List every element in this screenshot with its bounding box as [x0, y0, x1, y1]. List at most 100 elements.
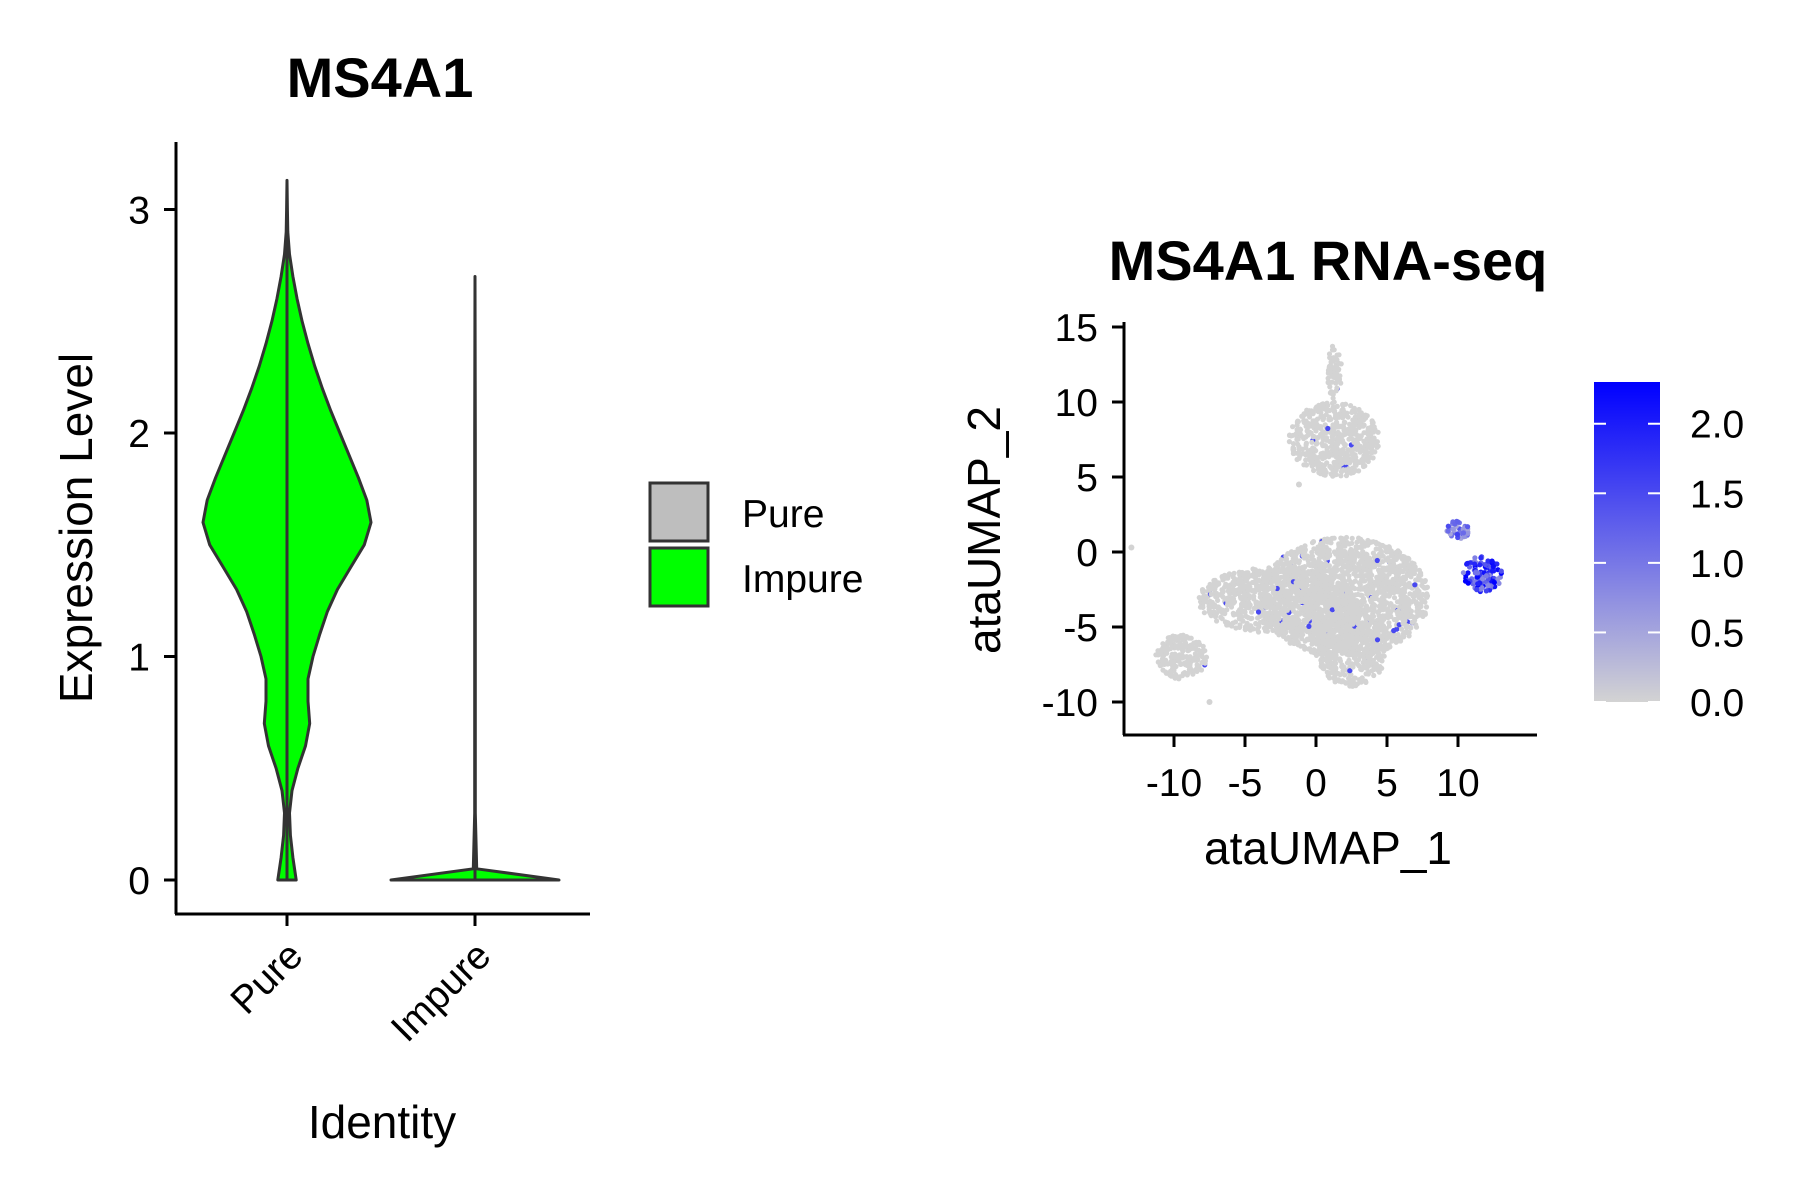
umap-point — [1404, 555, 1410, 561]
umap-point — [1255, 609, 1262, 615]
umap-point — [1465, 570, 1471, 576]
umap-point — [1387, 601, 1393, 608]
umap-point — [1231, 570, 1237, 576]
umap-point — [1290, 441, 1297, 447]
umap-point — [1360, 578, 1366, 584]
umap-point — [1403, 611, 1409, 617]
umap-point — [1321, 650, 1327, 656]
umap-point — [1338, 613, 1344, 620]
umap-point — [1301, 590, 1307, 597]
umap-point — [1283, 556, 1289, 562]
umap-point — [1362, 463, 1368, 469]
umap-point — [1299, 606, 1305, 612]
umap-point — [1333, 551, 1339, 557]
umap-point — [1326, 417, 1333, 423]
umap-point — [1472, 561, 1478, 567]
umap-point — [1252, 588, 1258, 594]
umap-point — [1317, 647, 1323, 653]
umap-point — [1332, 584, 1339, 590]
umap-point — [1350, 621, 1356, 627]
umap-point — [1314, 604, 1320, 610]
umap-point — [1333, 573, 1339, 579]
umap-point — [1371, 590, 1377, 596]
umap-point — [1155, 652, 1161, 658]
umap-point — [1324, 407, 1330, 414]
umap-point — [1261, 597, 1267, 604]
umap-point — [1368, 424, 1374, 430]
umap-point — [1339, 664, 1345, 670]
umap-point — [1295, 566, 1301, 572]
umap-point — [1233, 625, 1239, 631]
umap-point — [1320, 640, 1326, 646]
umap-point — [1391, 595, 1398, 601]
umap-point — [1251, 596, 1257, 602]
umap-point — [1336, 545, 1342, 551]
umap-point — [1327, 429, 1333, 435]
umap-point — [1334, 385, 1340, 391]
umap-point — [1193, 639, 1199, 646]
legend-label-pure: Pure — [742, 493, 824, 536]
umap-point — [1391, 628, 1397, 634]
umap-point — [1422, 599, 1428, 605]
umap-point — [1325, 425, 1331, 432]
umap-point — [1218, 614, 1224, 620]
umap-point — [1307, 612, 1314, 618]
violin-title: MS4A1 — [287, 46, 474, 109]
umap-point — [1224, 602, 1231, 608]
umap-point — [1347, 652, 1353, 658]
umap-point — [1343, 680, 1349, 686]
umap-point — [1340, 586, 1346, 592]
umap-cluster — [1444, 518, 1471, 541]
umap-point — [1400, 630, 1407, 637]
umap-point — [1342, 550, 1348, 557]
umap-point — [1345, 589, 1351, 595]
umap-point — [1334, 567, 1340, 574]
umap-point — [1283, 593, 1289, 599]
umap-point — [1222, 572, 1228, 579]
umap-point — [1278, 557, 1284, 563]
umap-point — [1384, 574, 1390, 581]
umap-point — [1362, 613, 1368, 619]
umap-point — [1373, 627, 1379, 634]
umap-point — [1374, 444, 1380, 450]
umap-title: MS4A1 RNA-seq — [1109, 229, 1548, 292]
umap-point — [1355, 565, 1361, 571]
umap-point — [1338, 559, 1344, 565]
umap-point — [1161, 661, 1167, 668]
colorbar-tick-label: 1.5 — [1690, 473, 1744, 516]
umap-point — [1491, 579, 1497, 585]
umap-point — [1414, 586, 1420, 593]
umap-point — [1346, 594, 1352, 600]
umap-point — [1317, 610, 1323, 616]
umap-point — [1334, 352, 1340, 358]
umap-point — [1345, 560, 1351, 566]
umap-point — [1326, 652, 1332, 658]
legend-key-impure — [648, 546, 710, 608]
umap-point — [1349, 561, 1356, 567]
umap-point — [1445, 523, 1451, 529]
umap-point — [1294, 634, 1300, 640]
umap-point — [1208, 603, 1214, 610]
umap-point — [1277, 590, 1283, 597]
umap-point — [1316, 573, 1322, 579]
umap-point — [1373, 661, 1379, 667]
umap-point — [1268, 580, 1274, 586]
umap-point — [1256, 577, 1262, 584]
umap-point — [1256, 572, 1262, 578]
umap-point — [1450, 526, 1456, 532]
umap-point — [1261, 602, 1267, 608]
umap-point — [1340, 578, 1346, 584]
umap-point — [1301, 564, 1307, 570]
umap-point — [1307, 429, 1313, 435]
umap-point — [1357, 423, 1363, 429]
umap-point — [1358, 569, 1365, 576]
umap-point — [1403, 603, 1409, 609]
umap-point — [1335, 601, 1341, 607]
umap-point — [1367, 437, 1374, 443]
umap-point — [1182, 660, 1188, 666]
umap-cluster — [1325, 343, 1344, 401]
umap-point — [1483, 588, 1489, 594]
umap-point — [1284, 599, 1290, 605]
umap-point — [1406, 580, 1412, 586]
umap-point — [1415, 612, 1421, 618]
